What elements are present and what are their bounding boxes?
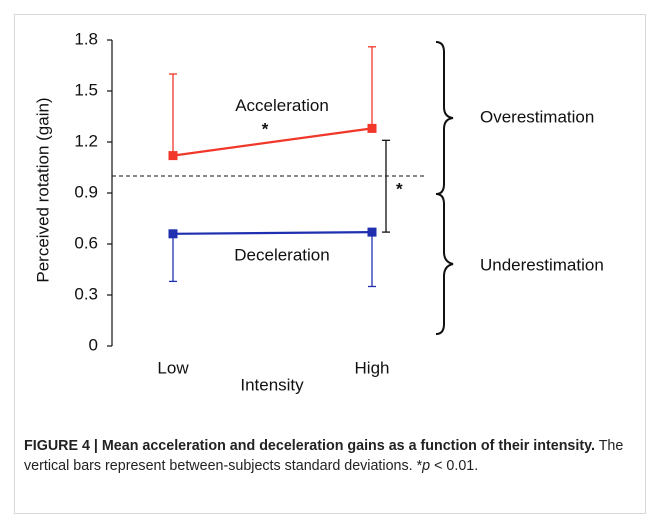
caption: FIGURE 4 | Mean acceleration and deceler… xyxy=(24,436,634,476)
marker xyxy=(168,229,178,239)
y-tick-label: 1.5 xyxy=(74,80,98,99)
series-line xyxy=(172,231,373,235)
y-tick-label: 1.8 xyxy=(74,29,98,48)
y-tick-label: 0.6 xyxy=(74,233,98,252)
marker xyxy=(367,123,377,133)
marker xyxy=(367,227,377,237)
bracket-label: * xyxy=(396,180,403,199)
figure-frame xyxy=(14,14,646,514)
brace xyxy=(435,41,454,195)
y-tick-label: 0.3 xyxy=(74,284,98,303)
region-label: Underestimation xyxy=(480,255,604,274)
caption-text: The vertical bars represent between-subj… xyxy=(24,438,624,474)
region-label: Overestimation xyxy=(480,107,594,126)
x-axis-label: Intensity xyxy=(240,375,304,394)
chart: Perceived rotation (gain) Intensity Over… xyxy=(33,29,604,394)
series-line xyxy=(172,127,373,157)
caption-tail: < 0.01. xyxy=(430,458,479,474)
brace xyxy=(435,193,454,335)
marker xyxy=(168,151,178,161)
y-tick-label: 0 xyxy=(89,335,98,354)
caption-title: FIGURE 4 | Mean acceleration and deceler… xyxy=(24,438,595,454)
caption-italic: p xyxy=(422,458,431,474)
annotation: * xyxy=(262,119,269,138)
y-tick-label: 0.9 xyxy=(74,182,98,201)
x-tick-label: Low xyxy=(157,358,189,377)
x-tick-label: High xyxy=(355,358,390,377)
y-axis-label: Perceived rotation (gain) xyxy=(33,97,52,282)
y-tick-label: 1.2 xyxy=(74,131,98,150)
series-label: Deceleration xyxy=(234,245,329,264)
series-label: Acceleration xyxy=(235,96,329,115)
